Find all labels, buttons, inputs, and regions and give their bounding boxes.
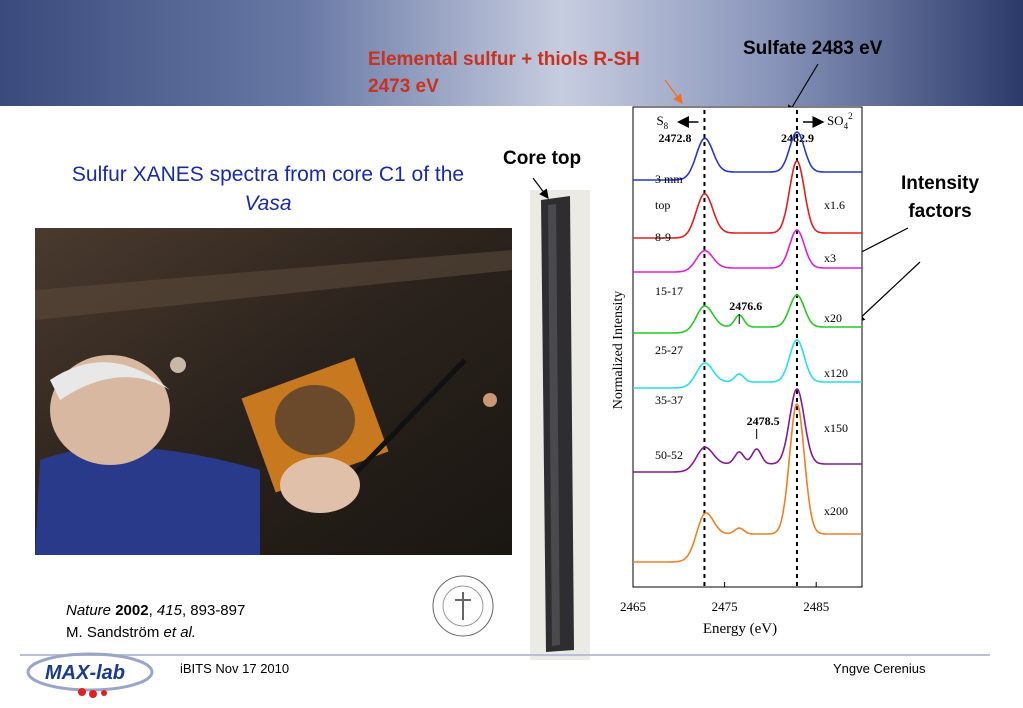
university-seal <box>432 575 494 637</box>
spectrum <box>633 402 862 563</box>
photo <box>35 228 512 555</box>
sample-label: 3 mm <box>655 172 683 186</box>
annotation: Sulfate 2483 eV <box>743 38 883 59</box>
factor-label: x20 <box>824 311 842 325</box>
citation-part: , 893-897 <box>181 602 246 619</box>
species-name: S <box>656 113 663 128</box>
x-axis-label: Energy (eV) <box>703 621 777 637</box>
sample-label: 25-27 <box>655 343 683 357</box>
title-text: Sulfur XANES spectra from core C1 of the <box>71 163 465 186</box>
arrow <box>855 261 921 323</box>
spectrum <box>633 388 862 473</box>
peak-label: 2476.6 <box>729 299 762 313</box>
factor-label: x3 <box>824 251 836 265</box>
citation-part: M. Sandström <box>66 624 164 641</box>
energy-label: 2482.9 <box>781 131 814 145</box>
y-axis-label: Normalized Intensity <box>611 291 626 410</box>
core-sample <box>530 190 590 660</box>
spectrum <box>633 160 862 239</box>
xanes-chart: Normalized Intensity Energy (eV) 2465 247… <box>611 106 863 637</box>
annotation: Elemental sulfur + thiols R-SH 2473 eV <box>368 49 640 97</box>
logo: MAX-lab <box>26 652 154 698</box>
spectrum <box>633 294 862 334</box>
plot-frame <box>632 106 863 588</box>
title-emphasis: Vasa <box>244 192 292 215</box>
species-label: S8 <box>656 113 668 131</box>
label: Core top <box>503 148 582 169</box>
arrow <box>532 177 549 199</box>
x-tick-label: 2475 <box>712 599 738 614</box>
x-tick-label: 2465 <box>620 599 646 614</box>
peak-label: 2478.5 <box>747 414 780 428</box>
logo-text: MAX-lab <box>45 662 125 684</box>
species-name: SO <box>827 113 844 128</box>
citation-part: et al. <box>163 624 197 641</box>
citation-line: M. Sandström et al. <box>66 622 245 644</box>
footer-presenter: Yngve Cerenius <box>833 661 926 676</box>
spectrum <box>633 229 862 273</box>
citation-line: Nature 2002, 415, 893-897 <box>66 600 245 622</box>
citation-part: Nature <box>66 602 112 619</box>
slide-title: Sulfur XANES spectra from core C1 of the… <box>30 160 506 218</box>
citation-part: 415 <box>156 602 182 619</box>
energy-label: 2472.8 <box>658 131 691 145</box>
citation-part: , <box>148 602 157 619</box>
sample-label: top <box>655 198 670 212</box>
citation: Nature 2002, 415, 893-897 M. Sandström e… <box>66 600 245 644</box>
label: Intensity factors <box>900 173 980 222</box>
sample-label: 50-52 <box>655 448 683 462</box>
species-sub: 8 <box>664 121 669 131</box>
factor-label: x120 <box>824 366 848 380</box>
factor-label: x1.6 <box>824 198 845 212</box>
sample-label: 8-9 <box>655 230 671 244</box>
footer-event: iBITS Nov 17 2010 <box>180 661 290 676</box>
citation-part: 2002 <box>111 602 149 619</box>
spectrum <box>633 131 862 181</box>
factor-label: x150 <box>824 421 848 435</box>
x-tick-label: 2485 <box>803 599 829 614</box>
spectrum <box>633 339 862 389</box>
sample-label: 15-17 <box>655 284 683 298</box>
species-sub: 4 <box>844 121 849 131</box>
banner <box>0 0 1023 106</box>
species-label: SO42 <box>827 111 853 131</box>
arrow <box>787 63 819 116</box>
arrow <box>664 79 683 104</box>
factor-label: x200 <box>824 504 848 518</box>
sample-label: 35-37 <box>655 393 683 407</box>
species-sup: 2 <box>848 111 853 121</box>
